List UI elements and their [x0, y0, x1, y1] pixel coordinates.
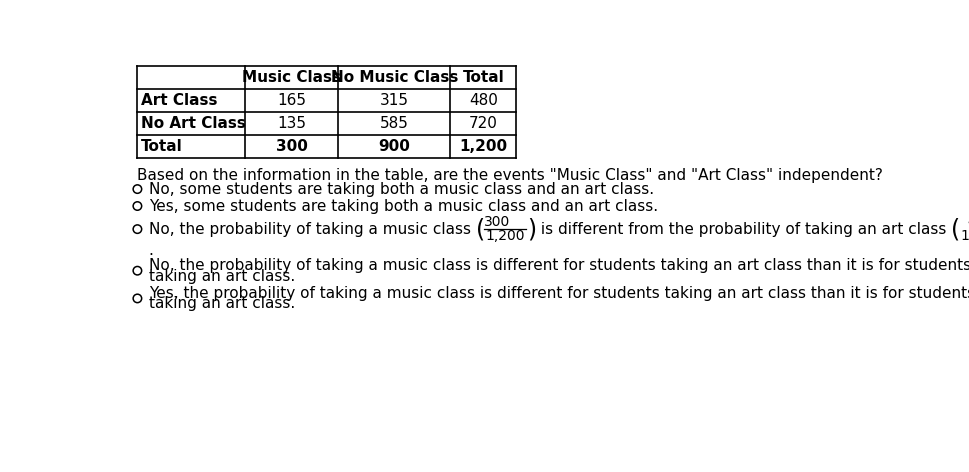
Text: 720: 720	[469, 116, 498, 131]
Text: 1,200: 1,200	[960, 229, 969, 243]
Text: 135: 135	[277, 116, 306, 131]
Text: No, some students are taking both a music class and an art class.: No, some students are taking both a musi…	[148, 182, 654, 196]
Text: 585: 585	[380, 116, 409, 131]
Text: No, the probability of taking a music class is different for students taking an : No, the probability of taking a music cl…	[148, 258, 969, 273]
Text: Art Class: Art Class	[141, 93, 218, 108]
Text: 900: 900	[378, 139, 410, 154]
Text: Total: Total	[462, 70, 504, 85]
Text: 1,200: 1,200	[459, 139, 508, 154]
Text: Music Class: Music Class	[242, 70, 341, 85]
Text: is different from the probability of taking an art class: is different from the probability of tak…	[536, 222, 951, 236]
Text: No, the probability of taking a music class: No, the probability of taking a music cl…	[148, 222, 476, 236]
Text: (: (	[476, 217, 484, 241]
Text: 165: 165	[277, 93, 306, 108]
Text: 480: 480	[469, 93, 498, 108]
Text: 300: 300	[484, 215, 510, 229]
Text: Total: Total	[141, 139, 183, 154]
Text: No Art Class: No Art Class	[141, 116, 246, 131]
Text: .: .	[148, 243, 153, 258]
Text: Yes, the probability of taking a music class is different for students taking an: Yes, the probability of taking a music c…	[148, 286, 969, 301]
Text: Based on the information in the table, are the events "Music Class" and "Art Cla: Based on the information in the table, a…	[137, 168, 883, 183]
Text: No Music Class: No Music Class	[330, 70, 458, 85]
Text: taking an art class.: taking an art class.	[148, 269, 295, 284]
Text: 315: 315	[380, 93, 409, 108]
Text: ): )	[527, 217, 537, 241]
Text: 300: 300	[276, 139, 307, 154]
Text: 480: 480	[967, 215, 969, 229]
Text: (: (	[951, 217, 960, 241]
Text: 1,200: 1,200	[485, 229, 525, 243]
Text: taking an art class.: taking an art class.	[148, 296, 295, 312]
Text: Yes, some students are taking both a music class and an art class.: Yes, some students are taking both a mus…	[148, 199, 658, 213]
